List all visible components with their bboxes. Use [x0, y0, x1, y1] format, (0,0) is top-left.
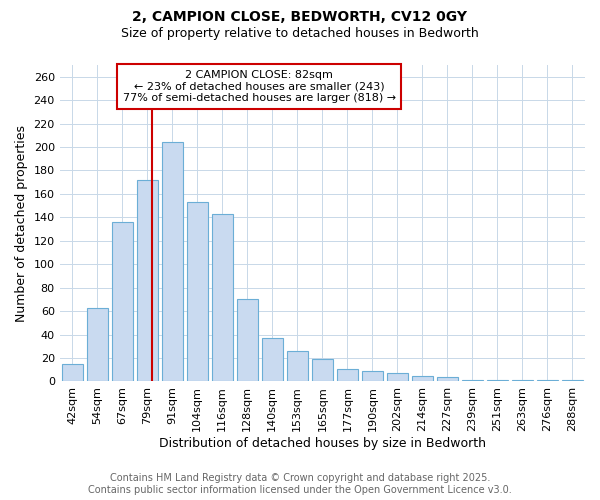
Bar	[262, 338, 283, 382]
Text: Contains HM Land Registry data © Crown copyright and database right 2025.
Contai: Contains HM Land Registry data © Crown c…	[88, 474, 512, 495]
Y-axis label: Number of detached properties: Number of detached properties	[15, 124, 28, 322]
Bar	[362, 371, 383, 382]
Bar	[537, 380, 558, 382]
Bar	[236, 300, 258, 382]
Bar	[187, 202, 208, 382]
Bar	[437, 377, 458, 382]
Bar	[212, 214, 233, 382]
X-axis label: Distribution of detached houses by size in Bedworth: Distribution of detached houses by size …	[159, 437, 486, 450]
Bar	[562, 380, 583, 382]
Bar	[137, 180, 158, 382]
Bar	[412, 376, 433, 382]
Text: Size of property relative to detached houses in Bedworth: Size of property relative to detached ho…	[121, 28, 479, 40]
Text: 2, CAMPION CLOSE, BEDWORTH, CV12 0GY: 2, CAMPION CLOSE, BEDWORTH, CV12 0GY	[133, 10, 467, 24]
Bar	[86, 308, 108, 382]
Bar	[462, 380, 483, 382]
Bar	[287, 351, 308, 382]
Text: 2 CAMPION CLOSE: 82sqm
← 23% of detached houses are smaller (243)
77% of semi-de: 2 CAMPION CLOSE: 82sqm ← 23% of detached…	[123, 70, 396, 103]
Bar	[487, 380, 508, 382]
Bar	[387, 374, 408, 382]
Bar	[161, 142, 183, 382]
Bar	[512, 380, 533, 382]
Bar	[337, 368, 358, 382]
Bar	[62, 364, 83, 382]
Bar	[312, 359, 333, 382]
Bar	[112, 222, 133, 382]
